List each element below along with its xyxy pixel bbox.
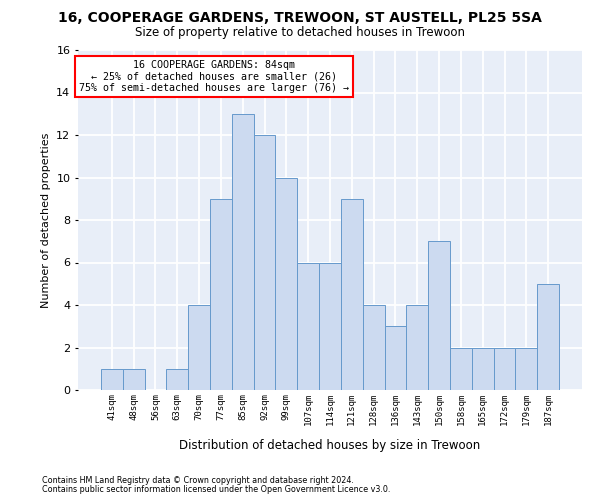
- Text: Contains public sector information licensed under the Open Government Licence v3: Contains public sector information licen…: [42, 484, 391, 494]
- Y-axis label: Number of detached properties: Number of detached properties: [41, 132, 50, 308]
- Bar: [123, 369, 145, 390]
- Text: Distribution of detached houses by size in Trewoon: Distribution of detached houses by size …: [179, 440, 481, 452]
- Bar: [472, 348, 494, 390]
- Bar: [210, 198, 232, 390]
- Bar: [166, 369, 188, 390]
- Bar: [406, 305, 428, 390]
- Bar: [385, 326, 406, 390]
- Bar: [494, 348, 515, 390]
- Text: 16 COOPERAGE GARDENS: 84sqm
← 25% of detached houses are smaller (26)
75% of sem: 16 COOPERAGE GARDENS: 84sqm ← 25% of det…: [79, 60, 349, 94]
- Text: Contains HM Land Registry data © Crown copyright and database right 2024.: Contains HM Land Registry data © Crown c…: [42, 476, 354, 485]
- Text: Size of property relative to detached houses in Trewoon: Size of property relative to detached ho…: [135, 26, 465, 39]
- Bar: [537, 284, 559, 390]
- Bar: [232, 114, 254, 390]
- Bar: [428, 242, 450, 390]
- Bar: [254, 135, 275, 390]
- Bar: [341, 198, 363, 390]
- Bar: [319, 262, 341, 390]
- Bar: [297, 262, 319, 390]
- Bar: [188, 305, 210, 390]
- Bar: [363, 305, 385, 390]
- Text: 16, COOPERAGE GARDENS, TREWOON, ST AUSTELL, PL25 5SA: 16, COOPERAGE GARDENS, TREWOON, ST AUSTE…: [58, 11, 542, 25]
- Bar: [515, 348, 537, 390]
- Bar: [101, 369, 123, 390]
- Bar: [275, 178, 297, 390]
- Bar: [450, 348, 472, 390]
